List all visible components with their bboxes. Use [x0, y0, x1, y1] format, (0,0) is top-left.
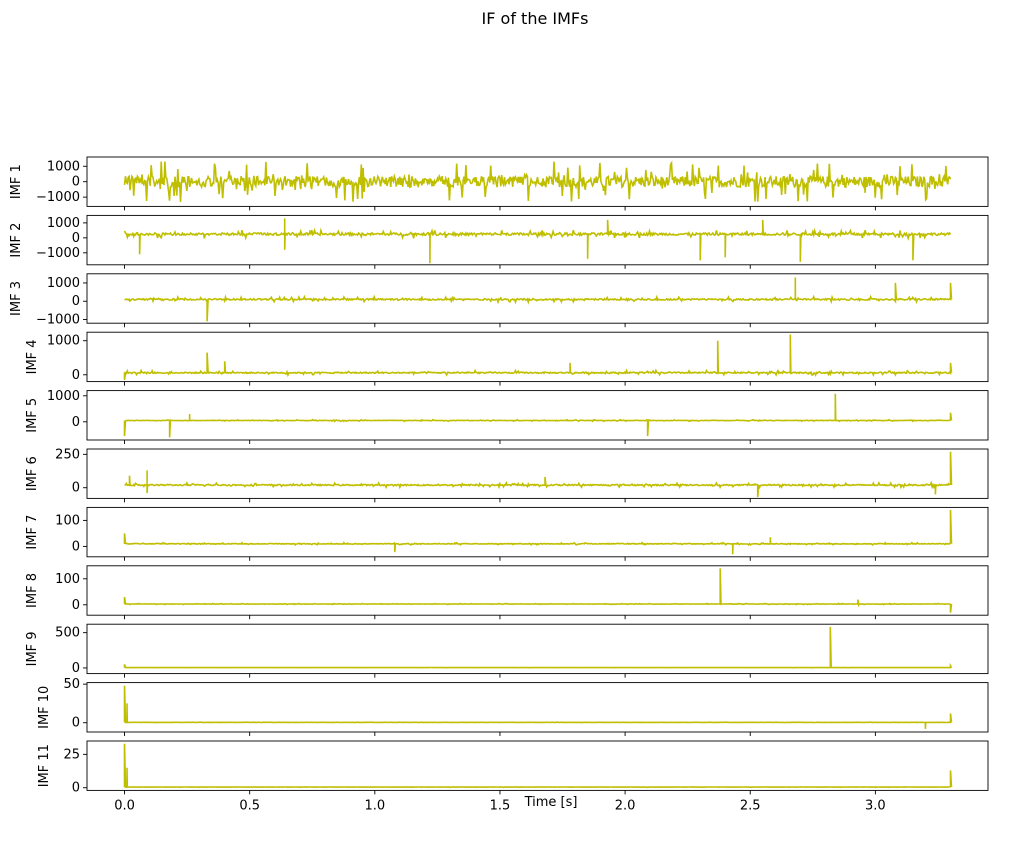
imf-8-series-line — [123, 568, 953, 613]
y-tick-label: 100 — [55, 572, 80, 587]
imf-panel-6: 250 0 IMF 6 — [25, 447, 989, 503]
x-tick-label: 2.5 — [740, 798, 761, 813]
y-axis-label: IMF 4 — [25, 339, 40, 374]
imf-2-series-line — [123, 218, 952, 264]
y-tick-label: 1000 — [47, 334, 80, 349]
y-tick-label: 0 — [72, 294, 80, 309]
panel-frame — [86, 273, 989, 324]
panel-frame — [86, 390, 989, 441]
imf-1-series-line — [123, 160, 952, 202]
panel-frame — [86, 506, 989, 558]
y-tick-label: −1000 — [36, 246, 80, 261]
imf-panel-9: 500 0 IMF 9 — [25, 623, 989, 678]
imf-7-series-line — [123, 509, 953, 555]
y-axis-label: IMF 5 — [25, 398, 40, 433]
y-tick-label: 1000 — [47, 159, 80, 174]
y-tick-label: 0 — [72, 175, 80, 190]
imf-panel-3: 1000 0 −1000 IMF 3 — [9, 273, 989, 328]
y-tick-label: 0 — [72, 598, 80, 613]
imf-6-series-line — [124, 451, 953, 498]
figure-title: IF of the IMFs — [482, 9, 589, 28]
panel-frame — [86, 214, 989, 266]
x-tick-label: 1.0 — [364, 798, 385, 813]
y-axis-label: IMF 9 — [25, 631, 40, 666]
y-tick-label: 50 — [63, 677, 80, 692]
panel-frame — [86, 448, 989, 499]
panel-frame — [86, 331, 989, 383]
y-tick-label: −1000 — [36, 313, 80, 328]
y-tick-label: 0 — [72, 539, 80, 554]
imf-panel-11: 25 0 IMF 11 0.0 0.5 1.0 1.5 2.0 2.5 3.0 — [37, 740, 989, 813]
y-tick-label: 1000 — [47, 276, 80, 291]
imf-10-series-line — [123, 685, 953, 729]
panel-frame — [86, 682, 989, 733]
x-tick-label: 3.0 — [865, 798, 886, 813]
x-tick-label: 0.0 — [114, 798, 135, 813]
y-axis-label: IMF 6 — [25, 456, 40, 491]
x-tick-label: 0.5 — [239, 798, 260, 813]
imf-9-series-line — [123, 626, 953, 669]
y-tick-label: 25 — [63, 747, 80, 762]
y-tick-label: −1000 — [36, 190, 80, 205]
x-tick-label: 2.0 — [615, 798, 636, 813]
y-axis-label: IMF 2 — [9, 223, 24, 258]
x-tick-label: 1.5 — [490, 798, 511, 813]
y-tick-label: 0 — [72, 368, 80, 383]
imf-11-series-line — [123, 743, 953, 789]
imf-panel-5: 1000 0 IMF 5 — [25, 389, 989, 444]
y-tick-label: 1000 — [47, 389, 80, 404]
y-tick-label: 100 — [55, 513, 80, 528]
y-tick-label: 0 — [72, 716, 80, 731]
y-axis-label: IMF 8 — [25, 573, 40, 608]
y-tick-label: 0 — [72, 661, 80, 676]
imf-panel-10: 50 0 IMF 10 — [37, 677, 989, 736]
imf-5-series-line — [123, 393, 953, 438]
imf-panel-4: 1000 0 IMF 4 — [25, 331, 989, 386]
y-axis-label: IMF 7 — [25, 515, 40, 550]
imf-panel-8: 100 0 IMF 8 — [25, 565, 989, 620]
y-tick-label: 500 — [55, 626, 80, 641]
imf-4-series-line — [123, 334, 953, 381]
y-axis-label: IMF 11 — [37, 744, 52, 787]
imf-3-series-line — [124, 277, 953, 322]
y-tick-label: 250 — [55, 447, 80, 462]
panel-frame — [86, 565, 989, 616]
y-tick-label: 0 — [72, 415, 80, 430]
y-tick-label: 0 — [72, 231, 80, 246]
panel-frame — [86, 740, 989, 791]
imf-panel-7: 100 0 IMF 7 — [25, 506, 989, 561]
y-tick-label: 0 — [72, 481, 80, 496]
y-axis-label: IMF 1 — [9, 164, 24, 199]
panel-frame — [86, 623, 989, 675]
y-axis-label: IMF 3 — [9, 281, 24, 316]
y-axis-label: IMF 10 — [37, 686, 52, 729]
x-axis-label: Time [s] — [524, 795, 578, 810]
y-tick-label: 1000 — [47, 216, 80, 231]
y-tick-label: 0 — [72, 781, 80, 796]
